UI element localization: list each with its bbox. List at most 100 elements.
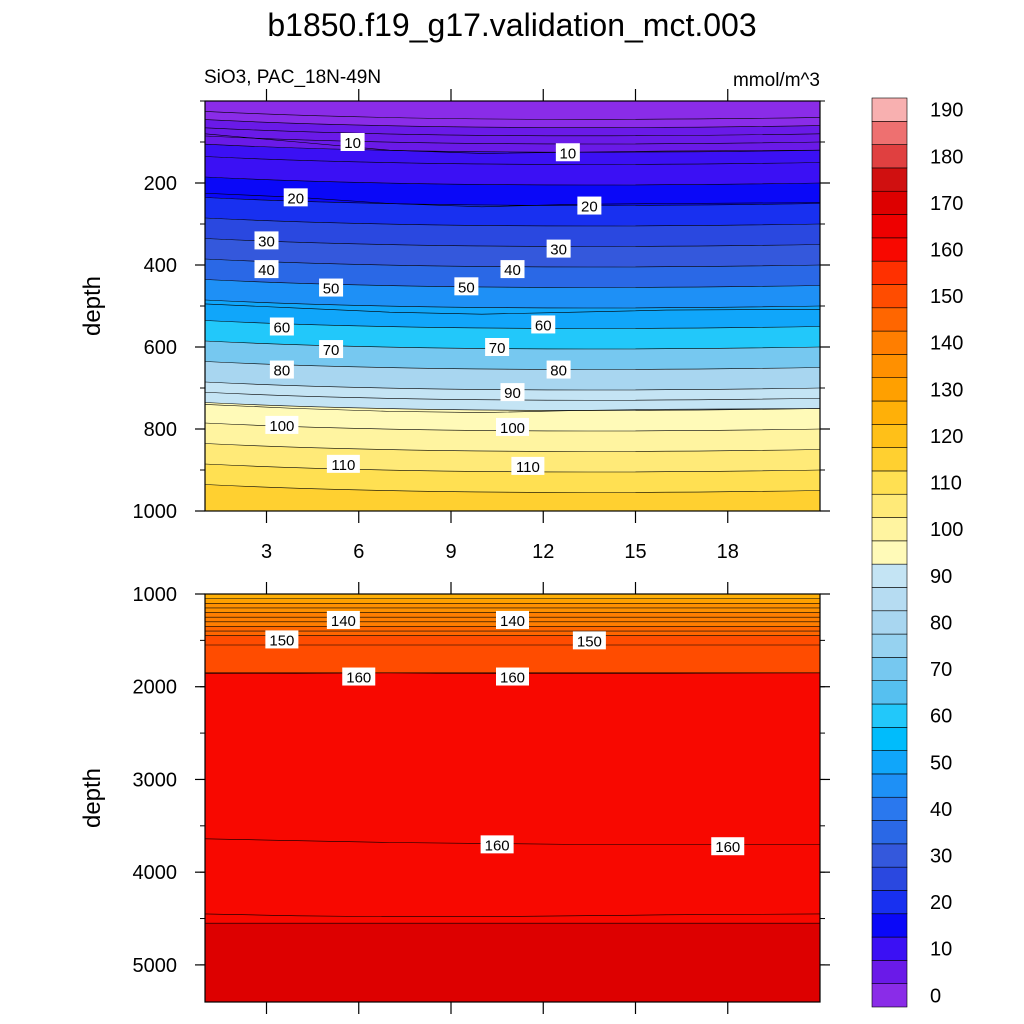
contour-line [204, 299, 821, 309]
contour-line [204, 381, 821, 391]
colorbar-tick-label: 150 [930, 286, 963, 308]
contour-band [205, 361, 820, 390]
y-axis-label-top: depth [79, 276, 106, 336]
contour-band [205, 392, 820, 411]
contour-label: 110 [516, 459, 540, 476]
contour-label-box [269, 317, 294, 336]
colorbar-swatch [871, 820, 908, 845]
colorbar-swatch [871, 260, 908, 285]
y-tick-label: 2000 [133, 677, 178, 699]
contour-label-box [500, 260, 525, 279]
contour-label-box [546, 360, 571, 379]
colorbar-tick-label: 20 [930, 892, 952, 914]
colorbar-tick-label: 120 [930, 426, 963, 448]
contour-label-box [254, 231, 279, 250]
colorbar-tick-label: 70 [930, 659, 952, 681]
contour-label-box [500, 383, 525, 402]
colorbar-tick-label: 130 [930, 379, 963, 401]
y-tick-label: 1000 [133, 501, 178, 523]
contour-label: 100 [500, 420, 525, 437]
contour-label: 90 [504, 385, 521, 402]
contour-label: 140 [500, 613, 525, 630]
y-tick-label: 5000 [133, 955, 178, 977]
colorbar-tick-label: 90 [930, 566, 952, 588]
contour-band [205, 144, 820, 165]
contour-band [205, 119, 820, 136]
contour-label-box [577, 196, 602, 215]
colorbar-swatch [871, 843, 908, 868]
contour-line [204, 127, 821, 137]
colorbar-tick-label: 30 [930, 846, 952, 868]
contour-label-box [485, 338, 510, 356]
contour-label: 60 [535, 317, 552, 334]
contour-line [204, 484, 821, 493]
contour-line [204, 176, 821, 186]
contour-band [205, 341, 820, 370]
colorbar-tick-label: 140 [930, 333, 963, 355]
contour-band [205, 101, 820, 120]
x-tick-label: 3 [261, 541, 272, 563]
contour-band [205, 594, 820, 599]
contour-line [204, 119, 821, 128]
contour-label-box [496, 667, 529, 686]
contour-band [205, 484, 820, 511]
colorbar-swatch [871, 750, 908, 775]
contour-line [204, 143, 821, 153]
x-tick-label: 6 [353, 541, 364, 563]
contour-band [205, 603, 820, 608]
colorbar-swatch [871, 866, 908, 891]
colorbar-tick-label: 40 [930, 799, 952, 821]
contour-label: 60 [274, 320, 291, 337]
colorbar-swatch [871, 377, 908, 402]
contour-band [205, 320, 820, 349]
colorbar-swatch [871, 400, 908, 425]
contour-label-box [511, 456, 545, 475]
contour-label: 110 [331, 457, 355, 474]
contour-line [204, 443, 821, 452]
contour-line [204, 913, 821, 917]
contour-label: 10 [344, 135, 361, 152]
contour-label: 50 [458, 279, 475, 296]
colorbar-swatch [871, 890, 908, 915]
contour-band [205, 645, 820, 673]
contour-label-box [531, 315, 556, 334]
contour-label-box [480, 835, 514, 854]
contour-label: 100 [269, 418, 294, 435]
y-tick-label: 800 [144, 419, 177, 441]
colorbar-tick-label: 80 [930, 612, 952, 634]
contour-label: 160 [485, 837, 510, 854]
x-tick-label: 15 [624, 541, 646, 563]
contour-label: 70 [489, 340, 506, 357]
colorbar-swatch [871, 470, 908, 495]
contour-band [205, 156, 820, 185]
contour-label-box [711, 837, 745, 856]
contour-line [204, 303, 821, 315]
colorbar-swatch [871, 703, 908, 728]
contour-label-box [572, 631, 606, 650]
contour-label: 20 [581, 199, 598, 216]
contour-label-box [326, 610, 360, 629]
units-label: mmol/m^3 [733, 70, 820, 91]
contour-band [205, 672, 820, 924]
colorbar-swatch [871, 796, 908, 821]
chart-title: b1850.f19_g17.validation_mct.003 [267, 7, 756, 43]
contour-line [204, 402, 821, 411]
colorbar-tick-label: 160 [930, 240, 963, 262]
x-tick-label: 18 [717, 541, 739, 563]
colorbar-swatch [871, 424, 908, 448]
contour-label: 40 [258, 262, 275, 279]
colorbar-swatch [871, 307, 908, 332]
colorbar-swatch [871, 983, 908, 1008]
colorbar-swatch [871, 727, 908, 751]
colorbar-tick-label: 10 [930, 939, 952, 961]
contour-band [205, 238, 820, 267]
colorbar-swatch [871, 214, 908, 239]
colorbar-swatch [871, 330, 908, 355]
contour-label-box [265, 415, 299, 434]
colorbar-swatch [871, 680, 908, 705]
colorbar-swatch [871, 610, 908, 635]
contour-line [204, 391, 821, 401]
y-tick-label: 200 [144, 173, 177, 195]
colorbar-swatch [871, 121, 908, 145]
